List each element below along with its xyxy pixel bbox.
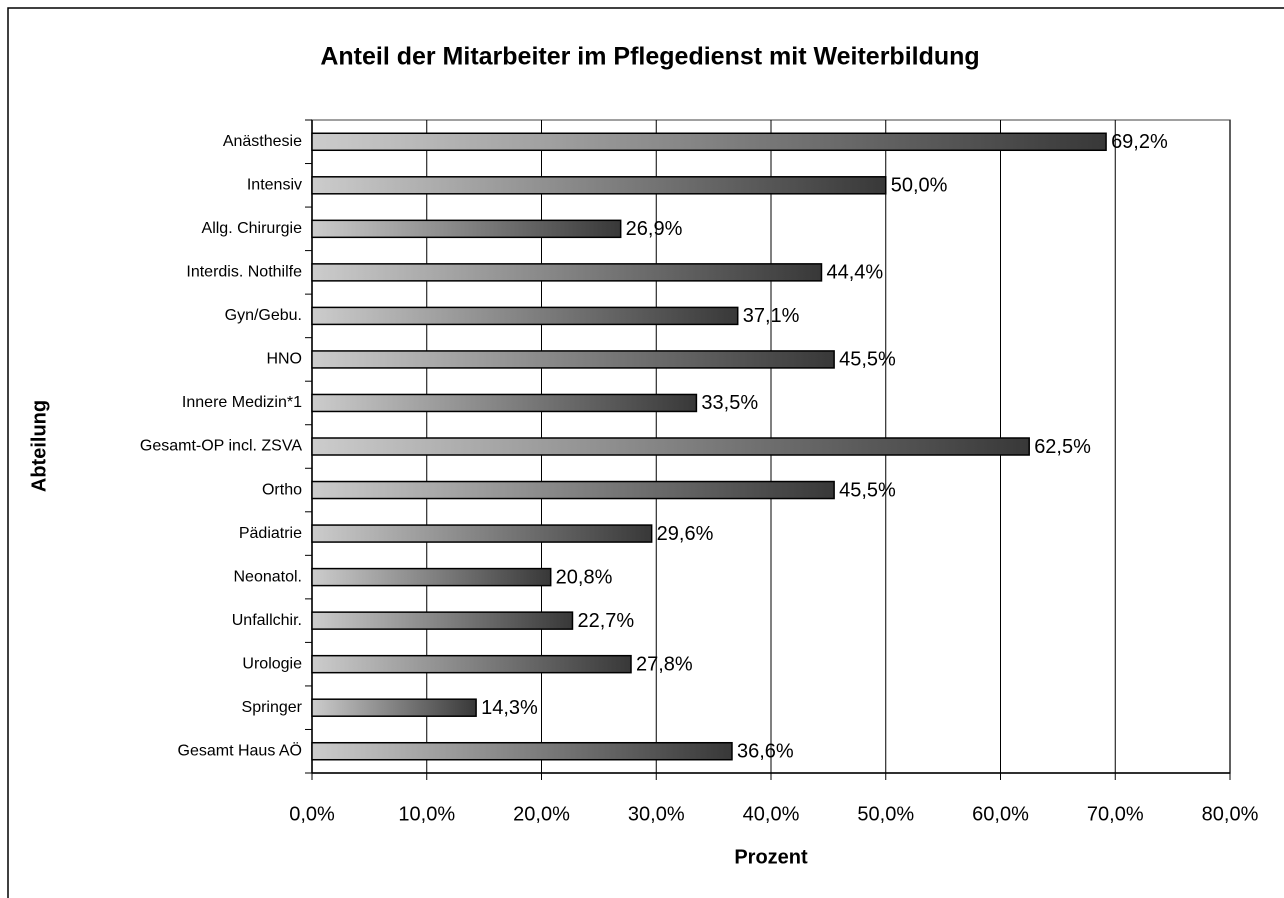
value-label: 50,0% <box>891 175 948 197</box>
bar <box>311 176 887 195</box>
x-tick-label: 10,0% <box>398 803 455 825</box>
y-tick-label: Anästhesie <box>223 133 302 150</box>
x-tick-label: 60,0% <box>972 803 1029 825</box>
bar <box>311 741 733 761</box>
value-label: 45,5% <box>839 349 896 371</box>
value-label: 45,5% <box>839 479 896 501</box>
y-tick-label: Gyn/Gebu. <box>225 307 302 324</box>
y-tick-label: Unfallchir. <box>232 612 302 629</box>
y-tick-label: Urologie <box>242 655 302 672</box>
y-tick-label: Pädiatrie <box>239 525 302 542</box>
y-tick-label: Allg. Chirurgie <box>202 220 303 237</box>
bar <box>311 480 835 500</box>
value-label: 29,6% <box>657 523 714 545</box>
chart-title: Anteil der Mitarbeiter im Pflegedienst m… <box>320 43 979 71</box>
x-tick-label: 80,0% <box>1202 803 1259 825</box>
y-tick-label: Ortho <box>262 481 302 498</box>
y-axis-title: Abteilung <box>28 400 50 492</box>
value-label: 37,1% <box>743 305 800 327</box>
value-label: 27,8% <box>636 653 693 675</box>
value-label: 62,5% <box>1034 436 1091 458</box>
y-tick-label: Neonatol. <box>234 568 303 585</box>
bar <box>311 306 739 326</box>
bar <box>311 393 698 413</box>
bar <box>311 219 622 239</box>
value-label: 22,7% <box>577 610 634 632</box>
bar <box>311 132 1107 152</box>
y-tick-label: Intensiv <box>247 177 302 194</box>
bar <box>311 524 653 543</box>
x-tick-label: 70,0% <box>1087 803 1144 825</box>
x-tick-label: 50,0% <box>857 803 914 825</box>
x-axis-title: Prozent <box>734 846 808 868</box>
x-tick-label: 20,0% <box>513 803 570 825</box>
value-label: 44,4% <box>826 262 883 284</box>
chart-border <box>7 7 1284 898</box>
value-label: 36,6% <box>737 741 794 763</box>
bar <box>311 654 632 674</box>
bar <box>311 437 1030 456</box>
y-tick-label: Gesamt Haus AÖ <box>178 741 303 759</box>
value-label: 69,2% <box>1111 131 1168 153</box>
x-tick-label: 40,0% <box>743 803 800 825</box>
x-tick-label: 0,0% <box>289 803 335 825</box>
y-tick-label: Springer <box>242 699 303 716</box>
x-tick-label: 30,0% <box>628 803 685 825</box>
value-label: 26,9% <box>626 218 683 240</box>
bar <box>311 263 823 282</box>
bar <box>311 698 477 717</box>
y-tick-label: Innere Medizin*1 <box>182 394 302 411</box>
bar <box>311 567 552 587</box>
value-label: 20,8% <box>556 566 613 588</box>
value-label: 33,5% <box>701 392 758 414</box>
y-tick-label: Gesamt-OP incl. ZSVA <box>140 438 302 455</box>
bar <box>311 611 574 630</box>
y-tick-label: HNO <box>266 351 302 368</box>
bar <box>311 350 835 369</box>
value-label: 14,3% <box>481 697 538 719</box>
y-tick-label: Interdis. Nothilfe <box>186 264 302 281</box>
